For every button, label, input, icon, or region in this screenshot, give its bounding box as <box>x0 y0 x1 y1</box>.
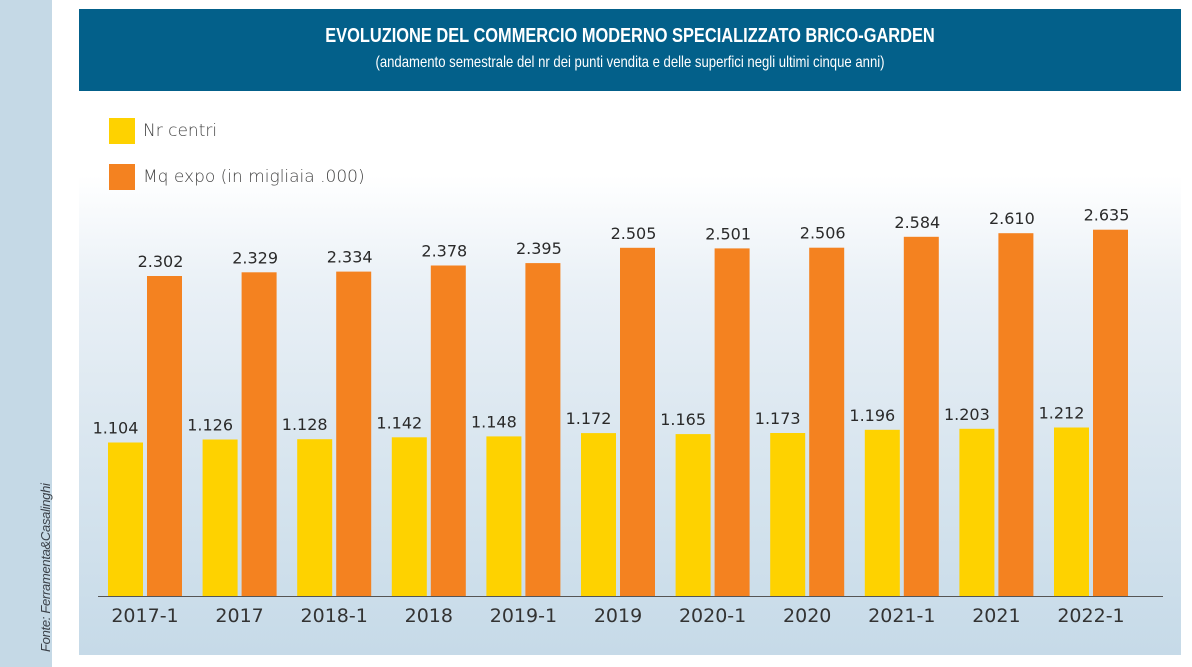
bar-nr-centri-2019 <box>581 433 616 596</box>
bar-nr-centri-2020 <box>770 433 806 596</box>
bar-nr-centri-2017 <box>202 439 238 596</box>
data-label-nr-centri-2018-1: 1.128 <box>282 415 328 434</box>
sidebar-strip <box>0 0 52 667</box>
bar-nr-centri-2020-1 <box>675 434 711 596</box>
bar-nr-centri-2019-1 <box>486 436 522 596</box>
data-label-mq-expo-2019-1: 2.395 <box>516 239 562 258</box>
legend-item-mq-expo: Mq expo (in migliaia .000) <box>109 164 365 190</box>
x-tick-label-2019-1: 2019-1 <box>490 605 557 627</box>
data-label-mq-expo-2020: 2.506 <box>800 224 846 243</box>
data-label-nr-centri-2019-1: 1.148 <box>471 412 517 431</box>
bar-mq-expo-2021 <box>998 233 1034 596</box>
data-label-nr-centri-2017-1: 1.104 <box>93 419 139 438</box>
x-tick-label-2017-1: 2017-1 <box>111 605 178 627</box>
bar-nr-centri-2018-1 <box>297 439 333 596</box>
data-label-nr-centri-2021-1: 1.196 <box>849 406 895 425</box>
source-credit: Fonte: Ferramenta&Casalinghi <box>38 483 53 652</box>
data-label-nr-centri-2017: 1.126 <box>187 416 233 435</box>
bar-mq-expo-2018-1 <box>336 271 372 596</box>
bar-nr-centri-2017-1 <box>108 442 143 596</box>
data-label-nr-centri-2021: 1.203 <box>944 405 990 424</box>
data-label-mq-expo-2022-1: 2.635 <box>1084 206 1130 225</box>
bar-mq-expo-2019 <box>620 247 655 597</box>
chart-subtitle: (andamento semestrale del nr dei punti v… <box>375 54 885 71</box>
x-tick-label-2018-1: 2018-1 <box>301 605 368 627</box>
data-label-nr-centri-2020: 1.173 <box>755 409 801 428</box>
data-label-mq-expo-2018-1: 2.334 <box>327 248 373 267</box>
chart-title: EVOLUZIONE DEL COMMERCIO MODERNO SPECIAL… <box>325 25 935 47</box>
x-tick-label-2022-1: 2022-1 <box>1057 605 1124 627</box>
chart-header: EVOLUZIONE DEL COMMERCIO MODERNO SPECIAL… <box>79 9 1181 91</box>
x-tick-label-2018: 2018 <box>405 605 453 627</box>
data-label-mq-expo-2021-1: 2.584 <box>894 213 940 232</box>
data-label-mq-expo-2017: 2.329 <box>232 248 278 267</box>
x-tick-label-2020: 2020 <box>783 605 831 627</box>
x-tick-label-2017: 2017 <box>215 605 263 627</box>
bar-chart: 1.104 2.302 2017-1 1.126 2.329 2017 1.128 2.334… <box>93 206 1163 627</box>
data-label-mq-expo-2017-1: 2.302 <box>138 252 184 271</box>
data-label-mq-expo-2021: 2.610 <box>989 209 1035 228</box>
bar-mq-expo-2017-1 <box>147 276 182 596</box>
data-label-nr-centri-2018: 1.142 <box>376 413 422 432</box>
data-label-mq-expo-2019: 2.505 <box>611 224 657 243</box>
data-label-nr-centri-2019: 1.172 <box>566 409 612 428</box>
legend-label-mq-expo: Mq expo (in migliaia .000) <box>143 167 365 187</box>
bar-mq-expo-2022-1 <box>1093 229 1128 596</box>
bar-mq-expo-2019-1 <box>525 263 561 596</box>
legend-swatch-mq-expo <box>109 164 135 190</box>
legend-item-nr-centri: Nr centri <box>109 118 217 144</box>
chart-panel: Nr centri Mq expo (in migliaia .000) 1.1… <box>79 91 1181 655</box>
bar-nr-centri-2021 <box>959 428 995 596</box>
bar-nr-centri-2018 <box>391 437 427 596</box>
x-tick-label-2020-1: 2020-1 <box>679 605 746 627</box>
x-tick-label-2021-1: 2021-1 <box>868 605 935 627</box>
bar-mq-expo-2021-1 <box>903 236 939 597</box>
x-tick-label-2019: 2019 <box>594 605 642 627</box>
legend-swatch-nr-centri <box>109 118 135 144</box>
bar-nr-centri-2021-1 <box>864 429 900 596</box>
data-label-mq-expo-2020-1: 2.501 <box>705 224 751 243</box>
data-label-nr-centri-2022-1: 1.212 <box>1039 404 1085 423</box>
bar-mq-expo-2018 <box>430 265 466 596</box>
bar-mq-expo-2020-1 <box>714 248 750 596</box>
bar-mq-expo-2020 <box>809 247 845 596</box>
legend-label-nr-centri: Nr centri <box>143 121 218 141</box>
x-tick-label-2021: 2021 <box>972 605 1020 627</box>
data-label-nr-centri-2020-1: 1.165 <box>660 410 706 429</box>
data-label-mq-expo-2018: 2.378 <box>421 242 467 261</box>
bar-mq-expo-2017 <box>241 272 277 596</box>
bar-nr-centri-2022-1 <box>1054 427 1089 596</box>
